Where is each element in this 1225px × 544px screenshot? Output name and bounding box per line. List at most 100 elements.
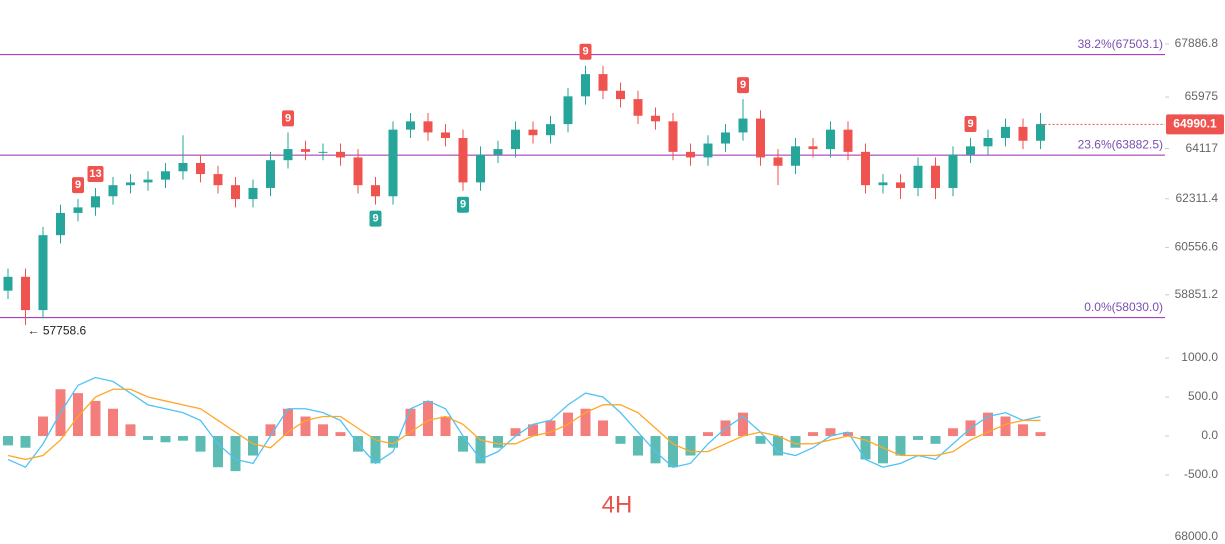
- macd-bar: [930, 436, 941, 444]
- candle-body: [371, 185, 380, 197]
- macd-bar: [668, 436, 678, 468]
- td-marker-label: 9: [372, 213, 378, 225]
- macd-bar: [685, 436, 696, 456]
- candle-body: [21, 276, 30, 311]
- candle-body: [686, 151, 695, 158]
- candle-body: [773, 157, 783, 166]
- macd-bar: [493, 436, 503, 448]
- candle-body: [423, 121, 433, 133]
- macd-bar: [458, 436, 468, 452]
- candle-body: [318, 151, 328, 153]
- y-tick-label: 60556.6: [1175, 240, 1219, 254]
- candle-body: [353, 157, 363, 186]
- macd-bar: [178, 436, 188, 441]
- y-tick-label: 62311.4: [1176, 191, 1219, 205]
- macd-bar: [160, 436, 171, 443]
- candle-body: [283, 149, 293, 161]
- td-marker-label: 9: [285, 112, 291, 124]
- candle-body: [598, 74, 608, 91]
- macd-bar: [213, 436, 223, 468]
- macd-bar: [598, 420, 608, 437]
- macd-bar: [423, 400, 433, 437]
- last-price-box: [1166, 114, 1224, 135]
- y-tick-label: -500.0: [1184, 467, 1218, 481]
- macd-bar: [248, 436, 258, 456]
- macd-bar: [318, 424, 328, 437]
- macd-bar: [20, 436, 31, 448]
- candle-body: [38, 235, 48, 311]
- candle-body: [633, 99, 643, 116]
- candle-body: [878, 182, 888, 186]
- bottom-axis-label: 68000.0: [1175, 529, 1219, 543]
- macd-bar: [878, 436, 888, 464]
- macd-bar: [703, 432, 713, 437]
- macd-bar: [265, 424, 276, 437]
- td-marker: [87, 165, 104, 182]
- macd-bar: [510, 428, 521, 437]
- td-marker: [964, 115, 977, 132]
- candle-body: [266, 160, 275, 188]
- macd-bar: [440, 416, 451, 437]
- candle-body: [948, 154, 958, 188]
- macd-bar: [790, 436, 801, 448]
- macd-bar: [650, 436, 661, 464]
- macd-bar: [143, 436, 153, 440]
- low-label: ← 57758.6: [28, 323, 87, 337]
- candle-body: [196, 162, 205, 175]
- td-marker-label: 9: [460, 199, 466, 211]
- candle-body: [1001, 126, 1010, 138]
- macd-bar: [405, 408, 416, 437]
- candle-body: [563, 96, 573, 125]
- macd-bar: [1018, 424, 1028, 437]
- last-price-label: 64990.1: [1173, 117, 1217, 131]
- td-marker: [737, 77, 749, 94]
- macd-bar: [913, 436, 923, 440]
- candle-body: [73, 207, 83, 213]
- candle-body: [248, 187, 258, 200]
- y-tick-label: 65975: [1185, 89, 1219, 103]
- macd-bar: [195, 436, 206, 452]
- candle-body: [511, 129, 520, 150]
- candle-body: [616, 90, 625, 100]
- macd-bar: [370, 436, 381, 464]
- macd-bar: [108, 408, 118, 437]
- candle-body: [126, 182, 135, 186]
- candle-body: [581, 74, 590, 97]
- candle-body: [668, 121, 678, 152]
- macd-bar: [90, 400, 101, 437]
- candle-body: [493, 149, 503, 155]
- candle-body: [756, 118, 765, 158]
- td-marker: [579, 43, 592, 60]
- candle-body: [108, 185, 118, 197]
- timeframe-label: 4H: [602, 491, 633, 518]
- candle-body: [1018, 126, 1028, 141]
- fib-label: 0.0%(58030.0): [1084, 300, 1163, 314]
- y-tick-label: 67886.8: [1175, 36, 1219, 50]
- candle-body: [896, 182, 905, 188]
- candle-body: [406, 121, 415, 130]
- macd-line: [7, 388, 1041, 461]
- candle-body: [231, 185, 240, 200]
- candle-body: [721, 132, 730, 144]
- candle-body: [91, 196, 100, 208]
- macd-bar: [1000, 416, 1011, 437]
- candle-body: [861, 151, 870, 186]
- macd-bar: [283, 408, 293, 437]
- macd-bar: [633, 436, 643, 456]
- candle-body: [808, 146, 818, 150]
- candle-body: [56, 212, 65, 236]
- candle-body: [528, 129, 538, 136]
- fib-label: 38.2%(67503.1): [1078, 37, 1163, 51]
- candle-body: [388, 129, 398, 197]
- y-tick-label: 500.0: [1188, 389, 1218, 403]
- fib-label: 23.6%(63882.5): [1078, 137, 1163, 151]
- macd-bar: [300, 416, 311, 437]
- macd-bar: [738, 412, 748, 437]
- candle-body: [738, 118, 748, 133]
- candle-body: [476, 154, 485, 183]
- y-tick-label: 58851.2: [1175, 287, 1219, 301]
- macd-bar: [983, 412, 993, 437]
- td-marker: [369, 210, 382, 227]
- macd-bar: [843, 432, 853, 437]
- td-marker-label: 13: [89, 168, 101, 180]
